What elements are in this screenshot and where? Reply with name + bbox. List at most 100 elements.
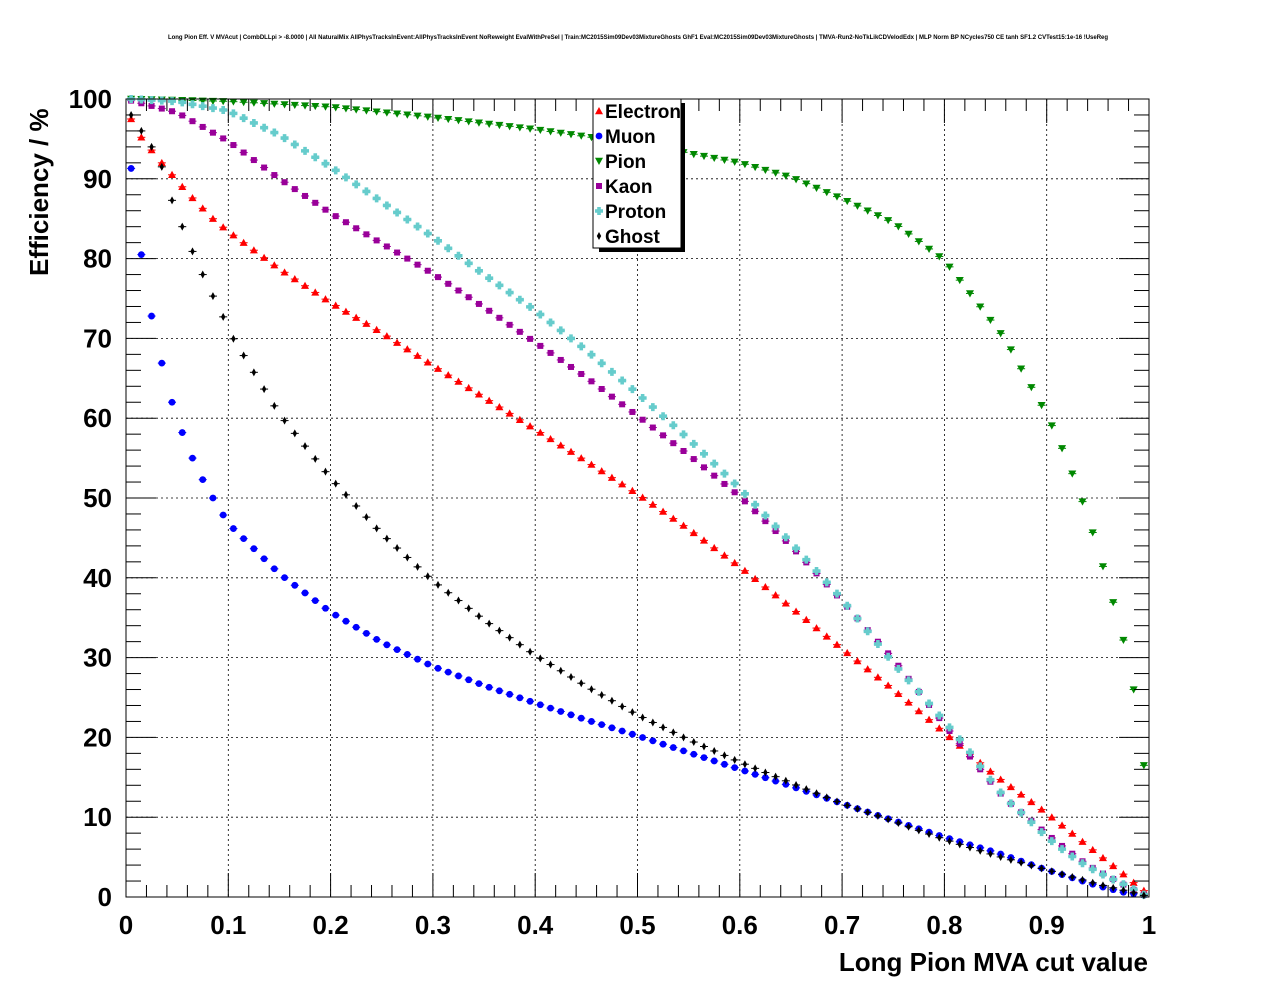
data-point-muon xyxy=(536,701,544,709)
data-point-ghost xyxy=(763,768,768,777)
data-point-proton xyxy=(761,511,770,520)
data-point-electron xyxy=(587,460,596,468)
data-point-ghost xyxy=(1100,881,1106,890)
data-point-ghost xyxy=(906,822,911,831)
data-point-ghost xyxy=(691,738,696,747)
data-point-ghost xyxy=(558,666,563,675)
data-point-pion xyxy=(474,119,483,127)
data-point-kaon xyxy=(700,464,707,471)
data-point-pion xyxy=(689,151,698,159)
data-point-ghost xyxy=(926,830,932,839)
data-point-proton xyxy=(935,711,944,720)
data-point-proton xyxy=(464,259,473,268)
data-point-electron xyxy=(628,486,637,494)
data-point-electron xyxy=(188,193,197,202)
data-point-muon xyxy=(741,767,749,775)
data-point-pion xyxy=(301,102,310,110)
data-point-kaon xyxy=(230,142,237,149)
data-point-kaon xyxy=(475,300,482,307)
data-point-ghost xyxy=(231,334,236,343)
data-point-muon xyxy=(444,668,452,676)
x-tick-label: 0.4 xyxy=(517,910,554,940)
data-point-pion xyxy=(352,106,361,114)
data-point-ghost xyxy=(405,553,410,562)
data-point-muon xyxy=(281,574,288,582)
data-point-proton xyxy=(454,251,463,260)
data-point-electron xyxy=(352,313,361,321)
legend-marker-kaon xyxy=(596,183,602,189)
data-point-proton xyxy=(751,500,760,509)
data-point-pion xyxy=(1047,422,1056,430)
data-point-electron xyxy=(659,507,668,515)
data-point-proton xyxy=(260,123,269,132)
data-point-proton xyxy=(925,699,934,708)
data-point-electron xyxy=(505,409,514,417)
data-point-kaon xyxy=(568,363,575,370)
data-point-pion xyxy=(925,245,934,253)
legend-marker-proton xyxy=(595,207,603,215)
data-point-pion xyxy=(873,212,882,220)
data-point-proton xyxy=(536,310,545,319)
data-point-proton xyxy=(311,153,320,162)
data-point-muon xyxy=(618,727,626,735)
data-point-ghost xyxy=(1070,873,1075,882)
data-point-proton xyxy=(137,95,146,104)
data-point-kaon xyxy=(496,314,503,321)
data-point-ghost xyxy=(384,534,390,543)
data-point-electron xyxy=(362,319,371,327)
data-point-electron xyxy=(1088,845,1097,854)
data-point-ghost xyxy=(896,819,901,828)
data-point-ghost xyxy=(517,640,523,649)
data-point-ghost xyxy=(425,572,430,581)
data-point-ghost xyxy=(855,804,860,813)
data-point-pion xyxy=(260,100,269,108)
data-point-muon xyxy=(373,636,381,643)
data-point-pion xyxy=(1068,470,1077,478)
data-point-pion xyxy=(567,131,576,139)
data-point-ghost xyxy=(446,588,451,597)
data-point-electron xyxy=(802,615,811,623)
data-point-ghost xyxy=(1131,888,1136,897)
data-point-pion xyxy=(1129,686,1138,694)
data-point-muon xyxy=(639,734,647,741)
data-point-ghost xyxy=(783,776,789,785)
data-point-kaon xyxy=(731,489,738,496)
data-point-pion xyxy=(382,109,391,117)
data-point-electron xyxy=(229,231,238,239)
data-point-muon xyxy=(127,165,135,172)
series-proton xyxy=(127,95,1148,899)
y-tick-label: 30 xyxy=(83,643,112,673)
data-point-electron xyxy=(935,724,944,732)
data-point-proton xyxy=(1017,808,1026,817)
x-tick-label: 1 xyxy=(1142,910,1156,940)
data-point-electron xyxy=(464,383,473,392)
data-point-electron xyxy=(311,288,320,296)
data-point-kaon xyxy=(312,199,319,206)
data-point-kaon xyxy=(680,447,687,454)
data-point-proton xyxy=(188,100,197,109)
data-point-muon xyxy=(363,629,370,637)
data-point-ghost xyxy=(865,808,870,817)
data-point-pion xyxy=(208,97,217,106)
data-point-electron xyxy=(515,415,524,423)
data-point-kaon xyxy=(414,261,421,268)
data-point-kaon xyxy=(169,108,176,115)
data-point-electron xyxy=(239,238,248,246)
data-point-ghost xyxy=(824,793,829,802)
data-point-electron xyxy=(761,582,770,591)
data-point-kaon xyxy=(148,102,155,109)
data-point-proton xyxy=(781,533,790,542)
data-point-muon xyxy=(291,581,299,589)
data-point-ghost xyxy=(374,524,379,533)
data-point-pion xyxy=(362,107,371,115)
data-point-proton xyxy=(873,640,882,649)
data-point-proton xyxy=(863,627,872,636)
data-point-kaon xyxy=(291,186,298,193)
data-point-ghost xyxy=(313,454,318,463)
data-point-pion xyxy=(485,120,494,128)
data-point-proton xyxy=(331,166,340,175)
data-point-electron xyxy=(1119,870,1128,878)
data-point-muon xyxy=(506,690,514,698)
data-point-kaon xyxy=(363,231,370,238)
data-point-proton xyxy=(1088,865,1097,874)
